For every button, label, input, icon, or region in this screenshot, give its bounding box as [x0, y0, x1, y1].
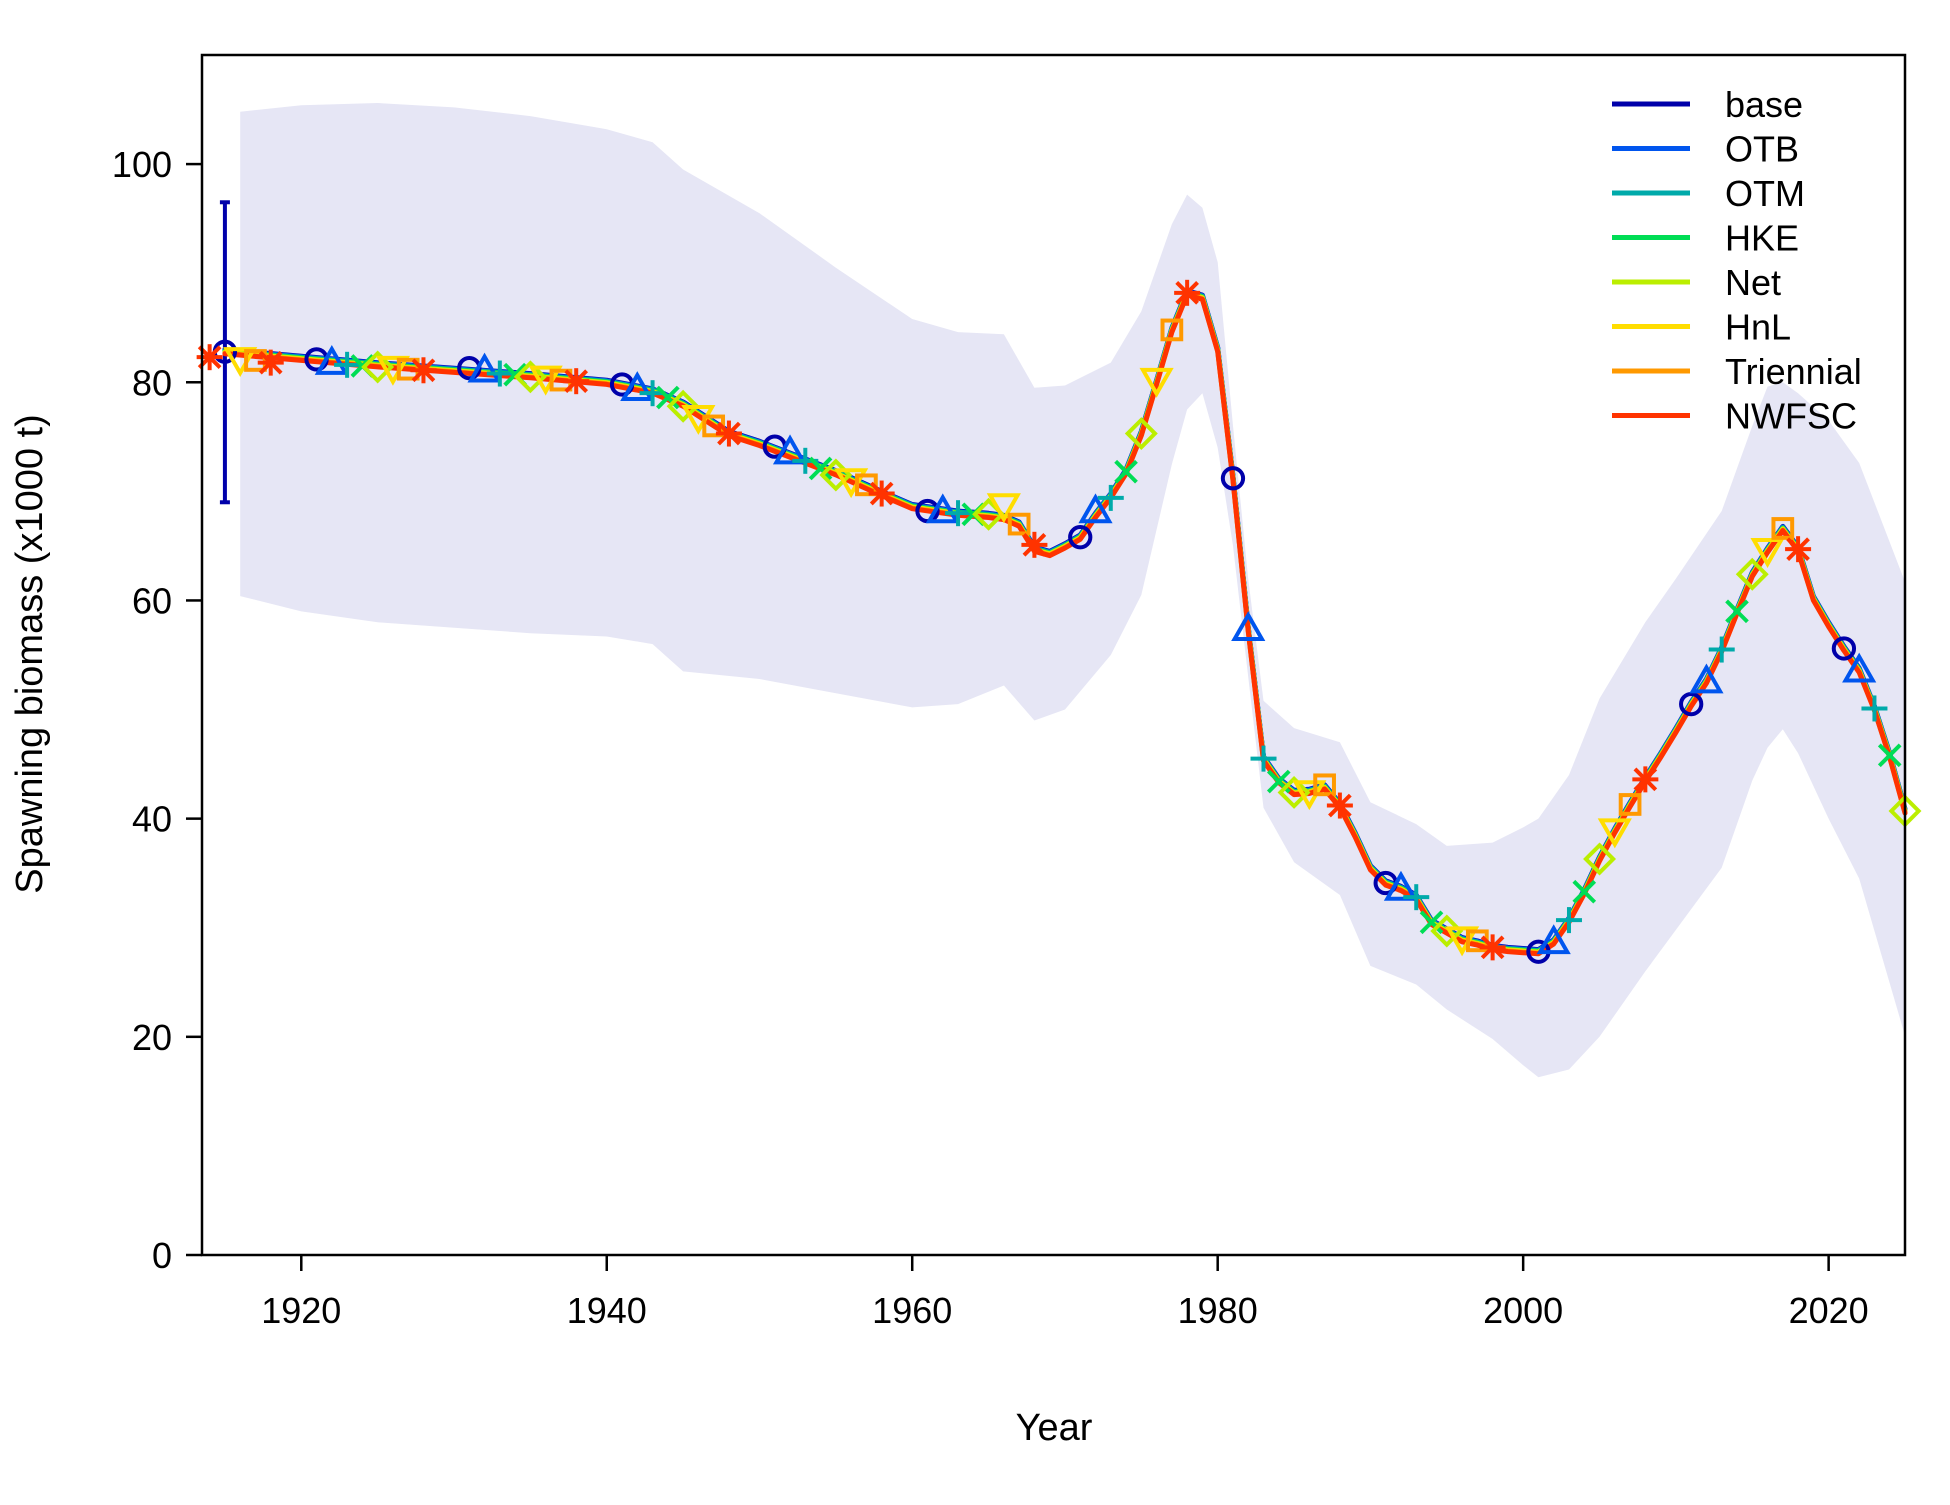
- marker-otm: [1097, 484, 1124, 511]
- marker-hke: [1114, 459, 1138, 484]
- marker-triennial: [1313, 773, 1336, 797]
- marker-otm: [1555, 907, 1582, 934]
- marker-otm: [945, 500, 972, 527]
- marker-otb: [1842, 652, 1877, 683]
- marker-triennial: [1160, 318, 1184, 342]
- marker-otb: [1383, 870, 1419, 901]
- marker-hke: [808, 456, 833, 481]
- y-tick-label: 20: [132, 1017, 172, 1058]
- y-tick-label: 100: [112, 144, 172, 185]
- marker-otm: [486, 360, 513, 387]
- marker-nwfsc: [1785, 536, 1812, 563]
- marker-nwfsc: [563, 368, 590, 395]
- legend-label-hnl: HnL: [1725, 307, 1791, 348]
- marker-nwfsc: [257, 349, 284, 376]
- y-tick-label: 40: [132, 799, 172, 840]
- marker-nwfsc: [1632, 766, 1659, 793]
- marker-hke: [1419, 910, 1444, 935]
- marker-triennial: [244, 349, 267, 372]
- marker-otm: [1403, 884, 1430, 911]
- marker-otm: [1861, 695, 1888, 722]
- y-tick-label: 0: [152, 1235, 172, 1276]
- x-tick-label: 2020: [1789, 1290, 1869, 1331]
- x-axis-title: Year: [1016, 1407, 1093, 1449]
- marker-nwfsc: [196, 344, 223, 371]
- marker-net: [1124, 417, 1158, 451]
- marker-triennial: [1007, 512, 1031, 536]
- marker-triennial: [1618, 793, 1642, 816]
- y-tick-label: 80: [132, 362, 172, 403]
- marker-net: [361, 350, 395, 384]
- marker-nwfsc: [1021, 531, 1048, 558]
- legend-label-net: Net: [1725, 262, 1781, 303]
- marker-hnl: [1597, 818, 1632, 849]
- marker-nwfsc: [715, 420, 742, 447]
- marker-base: [1220, 466, 1246, 491]
- marker-hnl: [1139, 367, 1174, 398]
- marker-net: [1735, 557, 1769, 591]
- marker-net: [666, 389, 700, 423]
- plot-frame: [200, 53, 1907, 1257]
- x-tick-label: 2000: [1483, 1290, 1563, 1331]
- legend-label-base: base: [1725, 84, 1803, 125]
- marker-otm: [334, 351, 361, 378]
- marker-base: [1831, 636, 1857, 661]
- legend-label-triennial: Triennial: [1725, 351, 1862, 392]
- x-tick-label: 1920: [261, 1290, 341, 1331]
- marker-hnl: [986, 493, 1021, 524]
- legend-label-otm: OTM: [1725, 173, 1805, 214]
- marker-net: [1277, 775, 1311, 809]
- marker-nwfsc: [1326, 792, 1353, 819]
- marker-nwfsc: [868, 480, 895, 507]
- marker-base: [1679, 691, 1704, 717]
- marker-otm: [1250, 745, 1277, 772]
- marker-hke: [656, 385, 680, 410]
- marker-nwfsc: [1174, 279, 1201, 306]
- marker-otb: [467, 352, 502, 383]
- marker-otb: [772, 434, 808, 465]
- y-tick-label: 60: [132, 580, 172, 621]
- marker-otb: [1536, 924, 1571, 955]
- legend-label-hke: HKE: [1725, 218, 1799, 259]
- marker-otb: [1078, 493, 1113, 524]
- marker-nwfsc: [410, 357, 437, 384]
- marker-hnl: [1750, 538, 1785, 568]
- marker-hke: [1725, 599, 1749, 624]
- x-tick-label: 1980: [1178, 1290, 1258, 1331]
- x-tick-label: 1960: [872, 1290, 952, 1331]
- x-tick-label: 1940: [567, 1290, 647, 1331]
- marker-otb: [314, 344, 349, 375]
- y-axis-title: Spawning biomass (x1000 t): [9, 414, 51, 893]
- marker-otb: [925, 493, 960, 524]
- marker-otb: [1231, 611, 1266, 642]
- confidence-band: [240, 103, 1906, 1078]
- marker-net: [513, 360, 547, 394]
- legend-label-otb: OTB: [1725, 129, 1799, 170]
- legend-label-nwfsc: NWFSC: [1725, 396, 1857, 437]
- marker-nwfsc: [1479, 934, 1506, 961]
- marker-hke: [1572, 879, 1597, 904]
- marker-net: [1583, 842, 1617, 876]
- marker-otb: [620, 371, 655, 402]
- marker-triennial: [1771, 517, 1795, 540]
- marker-base: [1068, 525, 1093, 550]
- marker-otm: [1708, 636, 1735, 663]
- marker-hke: [1877, 743, 1902, 768]
- marker-otb: [1689, 663, 1724, 694]
